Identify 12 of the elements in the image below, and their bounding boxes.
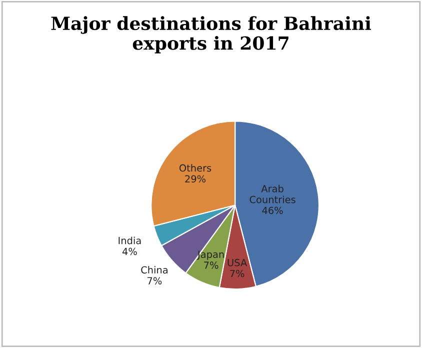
- slice-label: Others: [179, 164, 212, 172]
- slice-label: Arab Countries: [250, 184, 296, 204]
- slice-label: China: [141, 266, 168, 274]
- chart-title: Major destinations for Bahraini exports in 2017: [51, 16, 372, 54]
- data-label: 46%: [262, 206, 283, 214]
- data-label: 4%: [122, 248, 137, 256]
- slice-label: USA: [228, 258, 248, 266]
- data-label: 7%: [148, 277, 162, 284]
- data-label: 7%: [204, 262, 218, 269]
- data-label: 29%: [185, 175, 206, 183]
- slice-label: India: [118, 236, 141, 244]
- data-label: 7%: [230, 270, 244, 278]
